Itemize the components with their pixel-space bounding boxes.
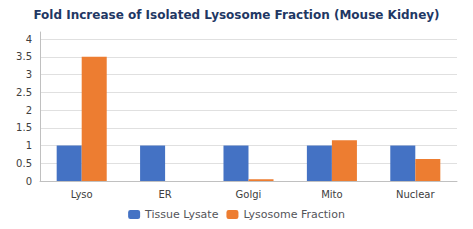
svg-text:3: 3 xyxy=(26,69,32,80)
svg-text:2: 2 xyxy=(26,105,32,116)
svg-text:4: 4 xyxy=(26,34,32,45)
svg-text:1: 1 xyxy=(26,140,32,151)
svg-text:Mito: Mito xyxy=(321,189,342,200)
svg-text:3.5: 3.5 xyxy=(16,51,32,62)
svg-text:1.5: 1.5 xyxy=(16,122,32,133)
svg-text:0: 0 xyxy=(26,176,32,187)
svg-text:2.5: 2.5 xyxy=(16,87,32,98)
svg-text:0.5: 0.5 xyxy=(16,158,32,169)
svg-text:Fold Increase of Isolated Lyso: Fold Increase of Isolated Lysosome Fract… xyxy=(33,8,439,22)
svg-text:ER: ER xyxy=(158,189,171,200)
svg-text:Lysosome Fraction: Lysosome Fraction xyxy=(243,208,344,221)
svg-text:Lyso: Lyso xyxy=(71,189,93,200)
svg-text:Nuclear: Nuclear xyxy=(396,189,435,200)
svg-text:Golgi: Golgi xyxy=(236,189,262,200)
svg-text:Tissue Lysate: Tissue Lysate xyxy=(144,208,219,221)
